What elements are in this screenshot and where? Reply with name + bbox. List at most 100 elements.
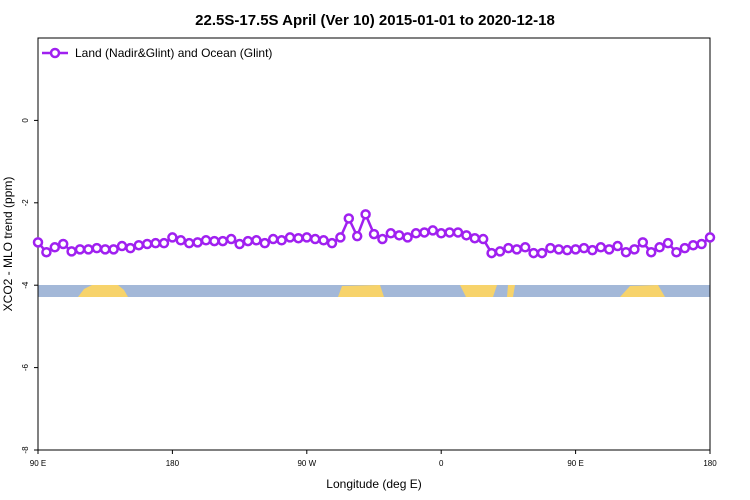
point [175,235,187,246]
legend-marker [49,47,61,59]
x-tick-label: 180 [703,459,717,468]
point [251,235,262,246]
point [141,238,153,250]
point [444,227,455,238]
point [603,244,615,255]
point [494,246,506,257]
point [351,230,363,242]
point [267,233,279,245]
point [66,246,77,257]
point [561,244,573,256]
point [419,227,430,238]
point [74,244,86,255]
point [654,242,665,253]
point [461,230,472,241]
point [259,237,271,249]
point [83,244,94,255]
point [242,235,254,247]
point [528,247,539,259]
point [662,237,674,249]
point [183,237,195,249]
legend-label: Land (Nadir&Glint) and Ocean (Glint) [75,46,272,60]
point [318,235,329,246]
point [158,237,170,249]
point [469,232,481,244]
point [326,237,338,249]
point [503,242,514,254]
point [704,232,716,243]
point [200,235,212,246]
point [477,233,489,245]
point [217,235,229,247]
point [612,240,623,252]
point [637,237,649,248]
point [133,239,145,251]
point [595,242,607,253]
point [150,237,161,249]
land-band [507,285,515,297]
land-band [78,285,128,297]
point [309,233,321,245]
point [511,244,523,255]
point [696,238,707,250]
point [276,235,287,246]
point [343,213,355,224]
point [587,244,598,256]
x-axis-label: Longitude (deg E) [326,477,421,491]
point [486,247,497,259]
point [301,232,313,243]
point [293,232,304,244]
point [116,240,128,252]
point [57,238,69,250]
point [578,242,590,254]
point [368,228,380,240]
point [620,246,632,258]
point [545,242,556,254]
y-tick-label: -4 [21,281,30,289]
point [687,239,699,251]
point [360,209,371,220]
point [435,228,447,239]
point [234,238,245,250]
point [209,235,220,247]
point [49,242,61,253]
point [167,232,178,243]
point [41,246,52,258]
land-mask [38,285,710,297]
chart-title: 22.5S-17.5S April (Ver 10) 2015-01-01 to… [195,12,555,29]
land-band [460,285,497,297]
point [91,242,103,254]
point [519,242,531,253]
point [410,228,422,239]
point [679,242,691,254]
y-tick-label: 0 [21,118,30,123]
point [570,244,581,255]
point [671,246,682,258]
point [225,233,237,245]
point [553,244,565,255]
point [645,246,657,258]
y-axis-label: XCO2 - MLO trend (ppm) [1,177,15,312]
x-tick-label: 180 [166,459,180,468]
point [427,225,439,236]
point [125,242,136,254]
point [377,233,388,245]
point [108,244,119,255]
point [335,232,346,243]
y-tick-label: -6 [21,363,30,371]
point [393,230,405,241]
legend: Land (Nadir&Glint) and Ocean (Glint) [42,46,272,60]
x-tick-label: 90 W [297,459,316,468]
x-tick-label: 0 [439,459,444,468]
point [385,228,397,239]
y-tick-label: -2 [21,199,30,207]
land-band [620,285,665,297]
y-tick-label: -8 [21,446,30,454]
x-tick-label: 90 E [30,459,46,468]
point [99,244,111,255]
point [192,237,203,248]
point [452,227,464,238]
point [284,232,296,243]
point [629,244,640,255]
